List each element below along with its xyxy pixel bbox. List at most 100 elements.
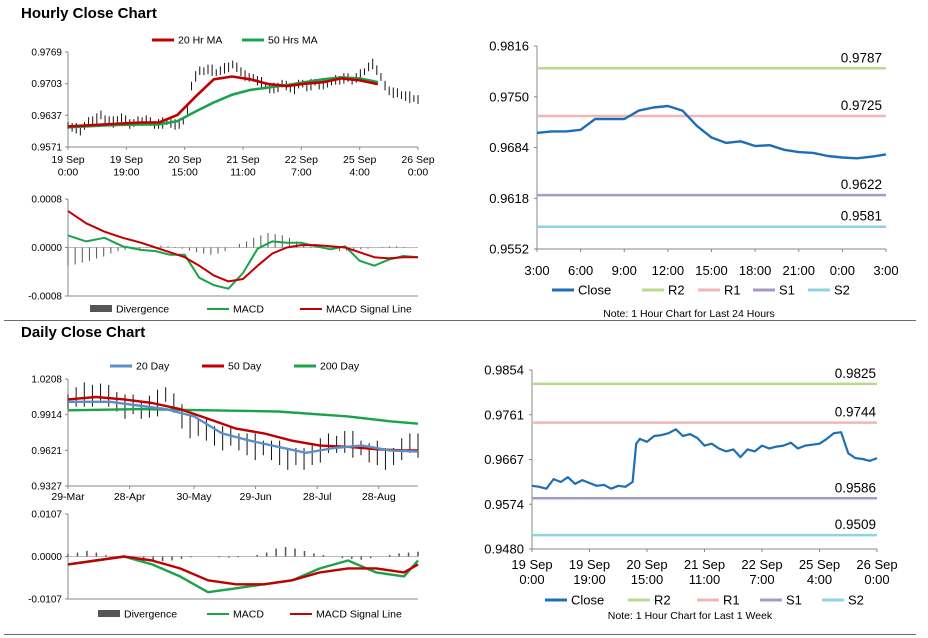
daily-macd-ytick-label: 0.0107 [31, 510, 62, 521]
section-divider-top [4, 320, 916, 321]
weekly-chart-note: Note: 1 Hour Chart for Last 1 Week [608, 610, 773, 622]
hourly-price-ytick-label: 0.9769 [31, 48, 62, 59]
section-divider-bottom [4, 634, 916, 635]
weekly-close-xtick-label: 22 Sep [741, 557, 782, 572]
daily-50-day-line [67, 395, 418, 452]
hourly-50hr-ma-line [67, 76, 379, 129]
daily-price-ytick-label: 0.9914 [31, 410, 62, 421]
hourly-macd-line [67, 234, 419, 290]
daily-legend-20-day-label: 20 Day [136, 361, 170, 373]
hourly-price-xtick-label: 7:00 [291, 167, 312, 179]
hourly-close-xtick-label: 3:00 [524, 263, 549, 278]
weekly-close-xtick-label: 25 Sep [799, 557, 840, 572]
hourly-price-xtick-label: 25 Sep [343, 154, 376, 166]
daily-macd-signal-line [67, 555, 419, 586]
hourly-close-ytick-label: 0.9552 [489, 242, 529, 257]
daily-macd-ytick-label: -0.0107 [28, 595, 62, 606]
hourly-level-s1-label: 0.9622 [841, 177, 882, 192]
hourly-price-xtick-label: 22 Sep [285, 154, 318, 166]
daily-legend-50-day-label: 50 Day [228, 361, 262, 373]
hourly-price-xtick-label: 4:00 [349, 167, 370, 179]
weekly-close-xtick-label: 19 Sep [511, 557, 552, 572]
weekly-close-ytick-label: 0.9480 [484, 542, 524, 557]
weekly-close-xtick-label: 7:00 [749, 572, 774, 587]
weekly-level-r2-label: 0.9825 [835, 366, 876, 381]
hourly-price-xtick-label: 11:00 [230, 167, 256, 179]
weekly-level-r1-label: 0.9744 [835, 405, 877, 420]
weekly-level-s2-label: 0.9509 [835, 517, 876, 532]
weekly-close-xtick-label: 19:00 [573, 572, 606, 587]
weekly-close-line [531, 428, 878, 490]
weekly-close-xtick-label: 19 Sep [569, 557, 610, 572]
hourly-level-r2-label: 0.9787 [841, 50, 882, 65]
hourly-legend-20hr-label: 20 Hr MA [178, 35, 222, 47]
hourly-legend-signal-label: MACD Signal Line [326, 304, 412, 316]
hourly-20hr-ma-line [67, 75, 379, 128]
hourly-close-xtick-label: 6:00 [568, 263, 593, 278]
hourly-price-ytick-label: 0.9637 [31, 111, 62, 122]
hourly-legend-divergence-swatch [90, 305, 112, 312]
weekly-close-xtick-label: 11:00 [689, 572, 721, 587]
hourly-close-ytick-label: 0.9618 [489, 191, 529, 206]
hourly-chart-note: Note: 1 Hour Chart for Last 24 Hours [603, 308, 775, 320]
hourly-close-line [536, 104, 887, 160]
hourly-price-xtick-label: 19 Sep [110, 154, 143, 166]
weekly-close-xtick-label: 21 Sep [684, 557, 725, 572]
weekly-legend-r2-label: R2 [654, 593, 671, 608]
hourly-price-xtick-label: 0:00 [408, 167, 429, 179]
hourly-macd-ytick-label: 0.0000 [31, 243, 62, 254]
weekly-close-xtick-label: 15:00 [631, 572, 664, 587]
daily-price-ytick-label: 0.9327 [31, 482, 62, 493]
hourly-macd-ytick-label: 0.0008 [31, 195, 62, 206]
hourly-level-r1-label: 0.9725 [841, 98, 882, 113]
daily-price-xtick-label: 28-Jul [303, 491, 332, 503]
hourly-macd-signal-line [67, 210, 418, 283]
daily-legend-macd-label: MACD [233, 609, 264, 621]
hourly-legend-divergence-label: Divergence [116, 304, 169, 316]
daily-price-xtick-label: 29-Jun [240, 491, 272, 503]
weekly-legend-close-label: Close [571, 593, 604, 608]
hourly-legend-r2-label: R2 [668, 283, 685, 298]
weekly-close-xtick-label: 0:00 [864, 572, 889, 587]
daily-price-xtick-label: 30-May [176, 491, 212, 503]
daily-price-xtick-label: 29-Mar [51, 491, 85, 503]
hourly-price-xtick-label: 20 Sep [168, 154, 201, 166]
hourly-price-xtick-label: 0:00 [58, 167, 79, 179]
weekly-close-ytick-label: 0.9667 [484, 452, 524, 467]
weekly-close-ytick-label: 0.9761 [484, 407, 524, 422]
weekly-legend-s2-label: S2 [848, 593, 864, 608]
weekly-close-xtick-label: 26 Sep [856, 557, 897, 572]
hourly-price-ytick-label: 0.9571 [31, 143, 62, 154]
hourly-legend-r1-label: R1 [724, 283, 741, 298]
weekly-legend-r1-label: R1 [723, 593, 740, 608]
hourly-section-title: Hourly Close Chart [21, 5, 157, 22]
hourly-price-xtick-label: 19:00 [113, 167, 139, 179]
hourly-close-xtick-label: 3:00 [873, 263, 898, 278]
daily-200-day-line [67, 407, 419, 425]
hourly-level-s2-label: 0.9581 [841, 209, 882, 224]
daily-section-title: Daily Close Chart [21, 324, 146, 341]
weekly-close-xtick-label: 4:00 [807, 572, 832, 587]
daily-legend-200-day-label: 200 Day [320, 361, 360, 373]
hourly-legend-macd-label: MACD [233, 304, 264, 316]
hourly-close-ytick-label: 0.9750 [489, 89, 529, 104]
daily-price-xtick-label: 28-Aug [362, 491, 396, 503]
weekly-legend-s1-label: S1 [786, 593, 802, 608]
hourly-legend-s1-label: S1 [779, 283, 795, 298]
hourly-price-ytick-label: 0.9703 [31, 79, 62, 90]
hourly-close-xtick-label: 12:00 [652, 263, 685, 278]
hourly-close-xtick-label: 15:00 [695, 263, 728, 278]
hourly-close-xtick-label: 18:00 [739, 263, 772, 278]
hourly-price-xtick-label: 15:00 [172, 167, 198, 179]
hourly-close-xtick-label: 21:00 [782, 263, 815, 278]
hourly-close-xtick-label: 9:00 [612, 263, 637, 278]
daily-legend-divergence-label: Divergence [124, 609, 177, 621]
weekly-close-ytick-label: 0.9574 [484, 497, 524, 512]
hourly-close-xtick-label: 0:00 [830, 263, 855, 278]
